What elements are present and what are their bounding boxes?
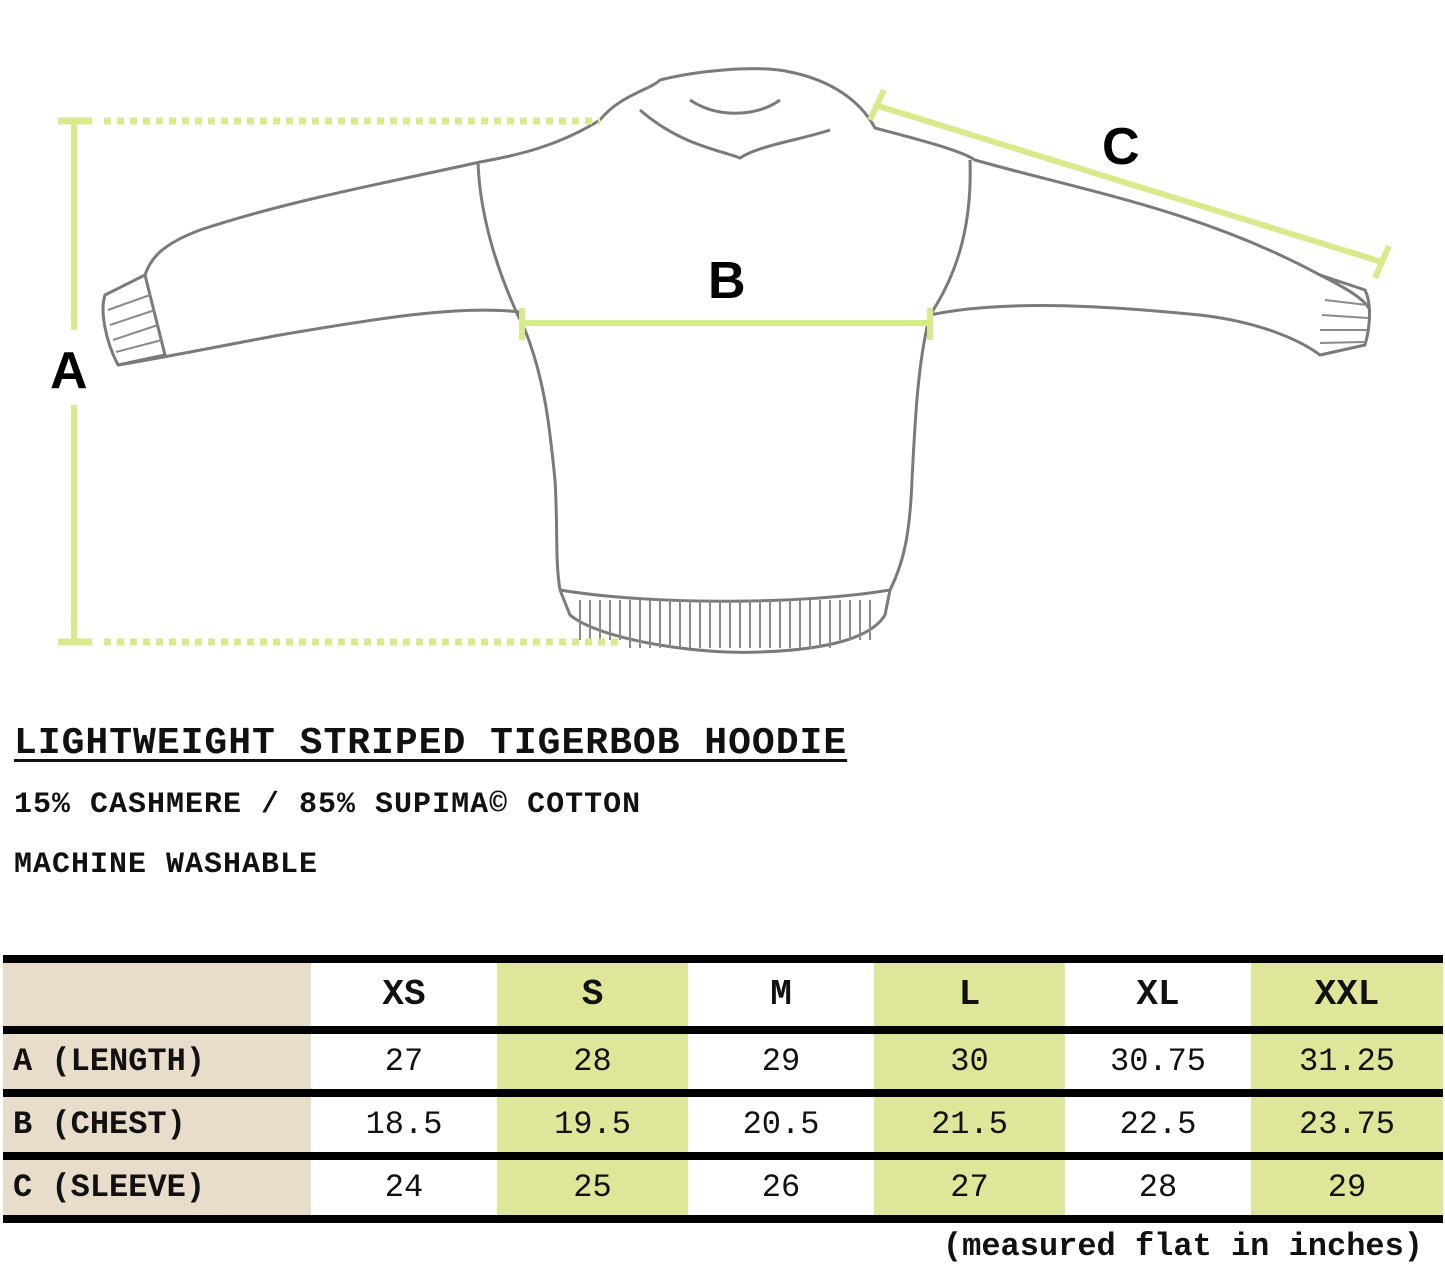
row-label: C (SLEEVE) [3,1152,311,1219]
table-cell: 19.5 [497,1089,688,1156]
table-cell: 26 [688,1152,874,1219]
table-cell: 23.75 [1251,1089,1443,1156]
product-material: 15% CASHMERE / 85% SUPIMA© COTTON [14,788,642,822]
table-cell: 24 [311,1152,497,1219]
hoodie-measurement-diagram: A B C [50,67,1392,654]
table-cell: 21.5 [874,1089,1065,1156]
header-empty-cell [3,959,311,1030]
hem-ribbing [579,600,871,648]
table-cell: 20.5 [688,1089,874,1156]
size-header: XS [382,974,426,1015]
size-header: L [874,959,1065,1030]
table-cell: 28 [497,1026,688,1093]
row-label: B (CHEST) [3,1089,311,1156]
table-cell: 28 [1065,1152,1251,1219]
table-cell: 27 [874,1152,1065,1219]
table-row: B (CHEST) 18.5 19.5 20.5 21.5 22.5 23.75 [3,1089,1443,1156]
cuff-ribbing [107,294,1369,353]
product-care: MACHINE WASHABLE [14,848,319,882]
measure-a-line [58,117,620,646]
table-cell: 29 [688,1026,874,1093]
table-row: C (SLEEVE) 24 25 26 27 28 29 [3,1152,1443,1219]
product-title: LIGHTWEIGHT STRIPED TIGERBOB HOODIE [14,722,848,765]
size-header: M [770,974,792,1015]
table-cell: 27 [311,1026,497,1093]
table-row: A (LENGTH) 27 28 29 30 30.75 31.25 [3,1026,1443,1093]
hoodie-illustration [101,67,1372,654]
size-header: XL [1136,974,1180,1015]
table-header-row: XS S M L XL XXL [3,959,1443,1030]
table-cell: 30.75 [1065,1026,1251,1093]
measure-b-line [519,308,933,340]
label-c: C [1102,118,1140,176]
table-cell: 25 [497,1152,688,1219]
label-a: A [50,342,88,400]
size-header: S [497,959,688,1030]
table-cell: 22.5 [1065,1089,1251,1156]
measurement-note: (measured flat in inches) [942,1228,1423,1265]
row-label: A (LENGTH) [3,1026,311,1093]
size-header: XXL [1251,959,1443,1030]
table-cell: 18.5 [311,1089,497,1156]
size-table: XS S M L XL XXL A (LENGTH) 27 28 29 30 3… [3,955,1443,1223]
table-cell: 30 [874,1026,1065,1093]
measure-c-line [867,88,1392,280]
label-b: B [708,252,746,310]
table-cell: 31.25 [1251,1026,1443,1093]
table-cell: 29 [1251,1152,1443,1219]
